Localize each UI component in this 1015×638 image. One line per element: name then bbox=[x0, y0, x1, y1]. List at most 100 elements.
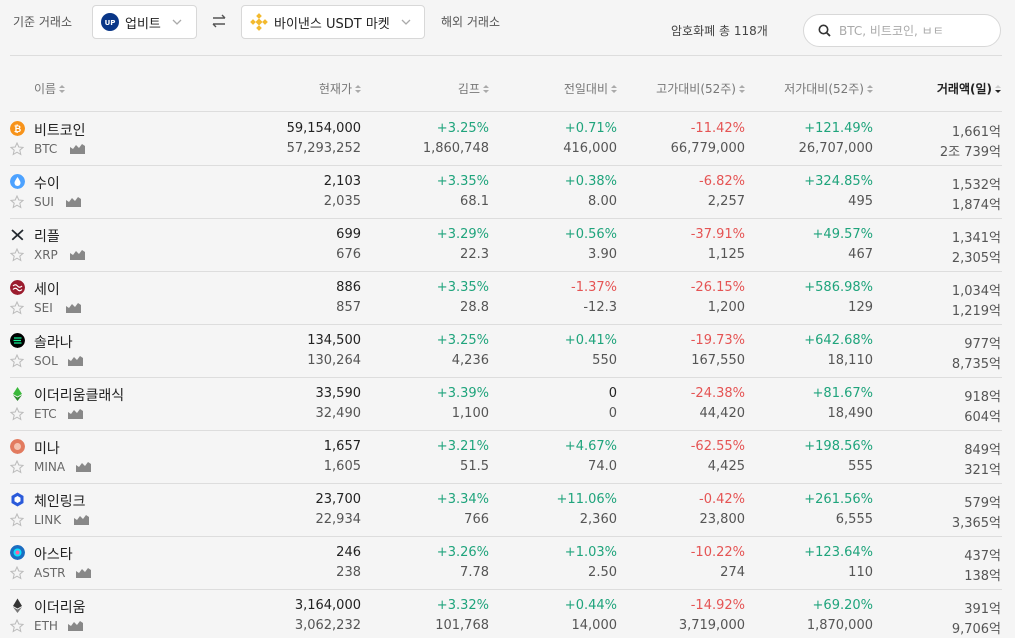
change-amount: 3.90 bbox=[588, 247, 617, 262]
column-change[interactable]: 전일대비 bbox=[564, 80, 617, 97]
swap-exchange-icon[interactable] bbox=[210, 12, 228, 30]
kimp-percent: +3.26% bbox=[436, 545, 489, 560]
chart-icon[interactable] bbox=[66, 196, 81, 207]
table-row[interactable]: 아스타 ASTR 246 238 +3.26% 7.78 +1.03% 2.50… bbox=[10, 537, 1002, 590]
chart-icon[interactable] bbox=[76, 461, 91, 472]
change-percent: 0 bbox=[608, 386, 617, 401]
sort-icon bbox=[867, 84, 873, 93]
kimp-percent: +3.21% bbox=[436, 439, 489, 454]
volume-foreign: 321억 bbox=[964, 463, 1001, 478]
price-foreign: 2,035 bbox=[323, 194, 361, 209]
star-icon[interactable] bbox=[10, 513, 24, 527]
from-high-percent: -11.42% bbox=[690, 121, 745, 136]
sort-desc-icon bbox=[995, 84, 1001, 93]
coin-name[interactable]: 체인링크 bbox=[34, 494, 86, 510]
table-row[interactable]: 이더리움클래식 ETC 33,590 32,490 +3.39% 1,100 0… bbox=[10, 378, 1002, 431]
star-icon[interactable] bbox=[10, 354, 24, 368]
change-percent: +0.56% bbox=[564, 227, 617, 242]
coin-name[interactable]: 이더리움클래식 bbox=[34, 388, 125, 404]
volume-foreign: 604억 bbox=[964, 410, 1001, 425]
chart-icon[interactable] bbox=[66, 302, 81, 313]
price-foreign: 1,605 bbox=[323, 459, 361, 474]
star-icon[interactable] bbox=[10, 407, 24, 421]
kimp-diff: 4,236 bbox=[451, 353, 489, 368]
table-header: 이름 현재가 김프 전일대비 고가대비(52주) 저가대비(52주) 거래액(일… bbox=[10, 64, 1002, 112]
kimp-percent: +3.25% bbox=[436, 121, 489, 136]
coin-name[interactable]: 이더리움 bbox=[34, 600, 86, 616]
chart-icon[interactable] bbox=[68, 408, 83, 419]
column-price-label: 현재가 bbox=[318, 82, 352, 96]
coin-name[interactable]: 수이 bbox=[34, 176, 60, 192]
high-52w: 1,200 bbox=[707, 300, 745, 315]
from-low-percent: +324.85% bbox=[804, 174, 873, 189]
column-from-high[interactable]: 고가대비(52주) bbox=[656, 80, 745, 97]
coin-name[interactable]: 아스타 bbox=[34, 547, 73, 563]
high-52w: 44,420 bbox=[699, 406, 746, 421]
coin-name[interactable]: 비트코인 bbox=[34, 123, 86, 139]
table-row[interactable]: 세이 SEI 886 857 +3.35% 28.8 -1.37% -12.3 … bbox=[10, 272, 1002, 325]
from-low-percent: +69.20% bbox=[812, 598, 873, 613]
coin-name[interactable]: 리플 bbox=[34, 229, 60, 245]
star-icon[interactable] bbox=[10, 566, 24, 580]
table-row[interactable]: 수이 SUI 2,103 2,035 +3.35% 68.1 +0.38% 8.… bbox=[10, 166, 1002, 219]
high-52w: 274 bbox=[720, 565, 745, 580]
sort-icon bbox=[355, 84, 361, 93]
kimp-diff: 51.5 bbox=[460, 459, 489, 474]
column-name[interactable]: 이름 bbox=[34, 80, 66, 97]
price: 2,103 bbox=[323, 174, 361, 189]
kimp-diff: 68.1 bbox=[460, 194, 489, 209]
kimp-percent: +3.35% bbox=[436, 174, 489, 189]
chart-icon[interactable] bbox=[70, 249, 85, 260]
search-box[interactable] bbox=[803, 14, 1001, 47]
star-icon[interactable] bbox=[10, 460, 24, 474]
change-amount: 550 bbox=[592, 353, 617, 368]
change-amount: 2.50 bbox=[588, 565, 617, 580]
from-high-percent: -24.38% bbox=[690, 386, 745, 401]
star-icon[interactable] bbox=[10, 248, 24, 262]
chart-icon[interactable] bbox=[68, 620, 83, 631]
coin-name[interactable]: 미나 bbox=[34, 441, 60, 457]
star-icon[interactable] bbox=[10, 301, 24, 315]
table-row[interactable]: 이더리움 ETH 3,164,000 3,062,232 +3.32% 101,… bbox=[10, 590, 1002, 638]
column-price[interactable]: 현재가 bbox=[319, 80, 361, 97]
ripple-icon bbox=[11, 229, 24, 241]
column-volume[interactable]: 거래액(일) bbox=[937, 80, 1001, 97]
chart-icon[interactable] bbox=[70, 143, 85, 154]
table-row[interactable]: 솔라나 SOL 134,500 130,264 +3.25% 4,236 +0.… bbox=[10, 325, 1002, 378]
high-52w: 167,550 bbox=[691, 353, 745, 368]
table-row[interactable]: 리플 XRP 699 676 +3.29% 22.3 +0.56% 3.90 -… bbox=[10, 219, 1002, 272]
kimp-diff: 22.3 bbox=[460, 247, 489, 262]
high-52w: 23,800 bbox=[699, 512, 746, 527]
base-exchange-select[interactable]: UP 업비트 bbox=[92, 5, 197, 39]
from-low-percent: +49.57% bbox=[812, 227, 873, 242]
from-high-percent: -62.55% bbox=[690, 439, 745, 454]
chart-icon[interactable] bbox=[76, 567, 91, 578]
star-icon[interactable] bbox=[10, 142, 24, 156]
column-kimp[interactable]: 김프 bbox=[458, 80, 489, 97]
foreign-exchange-select[interactable]: 바이낸스 USDT 마켓 bbox=[241, 5, 425, 39]
coin-name[interactable]: 세이 bbox=[34, 282, 60, 298]
price-foreign: 857 bbox=[336, 300, 361, 315]
coin-name[interactable]: 솔라나 bbox=[34, 335, 73, 351]
chart-icon[interactable] bbox=[74, 514, 89, 525]
table-row[interactable]: 미나 MINA 1,657 1,605 +3.21% 51.5 +4.67% 7… bbox=[10, 431, 1002, 484]
change-amount: 2,360 bbox=[579, 512, 617, 527]
sort-icon bbox=[739, 84, 745, 93]
astar-icon bbox=[10, 545, 25, 560]
search-input[interactable] bbox=[839, 23, 989, 38]
volume-foreign: 1,219억 bbox=[951, 304, 1001, 319]
kimp-diff: 28.8 bbox=[460, 300, 489, 315]
table-row[interactable]: 체인링크 LINK 23,700 22,934 +3.34% 766 +11.0… bbox=[10, 484, 1002, 537]
table-row[interactable]: ₿ 비트코인 BTC 59,154,000 57,293,252 +3.25% … bbox=[10, 113, 1002, 166]
svg-text:₿: ₿ bbox=[14, 124, 21, 135]
star-icon[interactable] bbox=[10, 195, 24, 209]
coin-symbol: ASTR bbox=[34, 566, 66, 580]
price-foreign: 676 bbox=[336, 247, 361, 262]
star-icon[interactable] bbox=[10, 619, 24, 633]
price-foreign: 22,934 bbox=[315, 512, 362, 527]
column-from-low[interactable]: 저가대비(52주) bbox=[784, 80, 873, 97]
solana-icon bbox=[10, 333, 25, 348]
price: 1,657 bbox=[323, 439, 361, 454]
volume-foreign: 3,365억 bbox=[951, 516, 1001, 531]
chart-icon[interactable] bbox=[68, 355, 83, 366]
